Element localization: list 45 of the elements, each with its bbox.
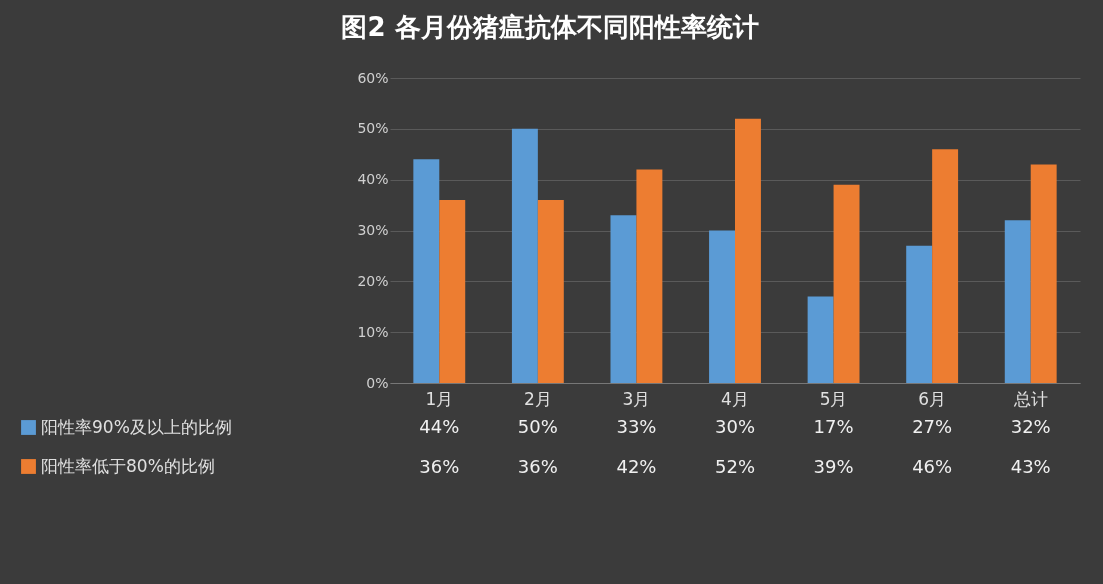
data-label: 36% bbox=[517, 456, 558, 477]
bar bbox=[537, 200, 564, 383]
bar bbox=[833, 184, 860, 383]
bar bbox=[636, 169, 663, 383]
bar bbox=[610, 215, 637, 383]
data-label: 52% bbox=[714, 456, 756, 477]
bar bbox=[735, 118, 761, 383]
bar bbox=[413, 159, 440, 383]
x-tick-label: 1月 bbox=[425, 388, 454, 409]
bar bbox=[807, 296, 834, 383]
bar bbox=[439, 200, 466, 383]
data-label: 17% bbox=[813, 416, 854, 437]
bar bbox=[709, 230, 735, 383]
y-tick-label: 20% bbox=[357, 272, 389, 289]
data-label: 32% bbox=[1010, 416, 1051, 437]
x-tick-label: 4月 bbox=[721, 388, 749, 409]
data-label: 44% bbox=[419, 416, 460, 437]
data-label: 39% bbox=[813, 456, 854, 477]
y-tick-label: 60% bbox=[357, 69, 389, 86]
data-label: 30% bbox=[714, 416, 756, 437]
y-tick-label: 10% bbox=[357, 323, 389, 340]
bar bbox=[906, 245, 933, 383]
y-tick-label: 40% bbox=[357, 171, 389, 188]
bar bbox=[1004, 220, 1031, 383]
x-tick-label: 5月 bbox=[819, 388, 848, 409]
bar bbox=[932, 149, 959, 383]
data-label: 33% bbox=[616, 416, 657, 437]
y-tick-label: 50% bbox=[357, 120, 389, 137]
data-label: 43% bbox=[1010, 456, 1051, 477]
data-label: 50% bbox=[517, 416, 558, 437]
data-label: 42% bbox=[616, 456, 657, 477]
y-tick-label: 30% bbox=[357, 222, 389, 238]
legend-label: 阳性率低于80%的比例 bbox=[41, 455, 215, 476]
x-tick-label: 总计 bbox=[1012, 388, 1048, 409]
x-tick-label: 3月 bbox=[622, 388, 651, 409]
bar bbox=[511, 128, 538, 383]
data-label: 27% bbox=[912, 416, 953, 437]
data-label: 46% bbox=[912, 456, 953, 477]
x-tick-label: 6月 bbox=[918, 388, 947, 409]
chart-title: 图2 各月份猪瘟抗体不同阳性率统计 bbox=[341, 12, 759, 42]
legend-label: 阳性率90%及以上的比例 bbox=[41, 416, 232, 437]
y-tick-label: 0% bbox=[366, 374, 389, 391]
x-tick-label: 2月 bbox=[523, 388, 552, 409]
data-label: 36% bbox=[419, 456, 460, 477]
bar bbox=[1030, 164, 1057, 383]
